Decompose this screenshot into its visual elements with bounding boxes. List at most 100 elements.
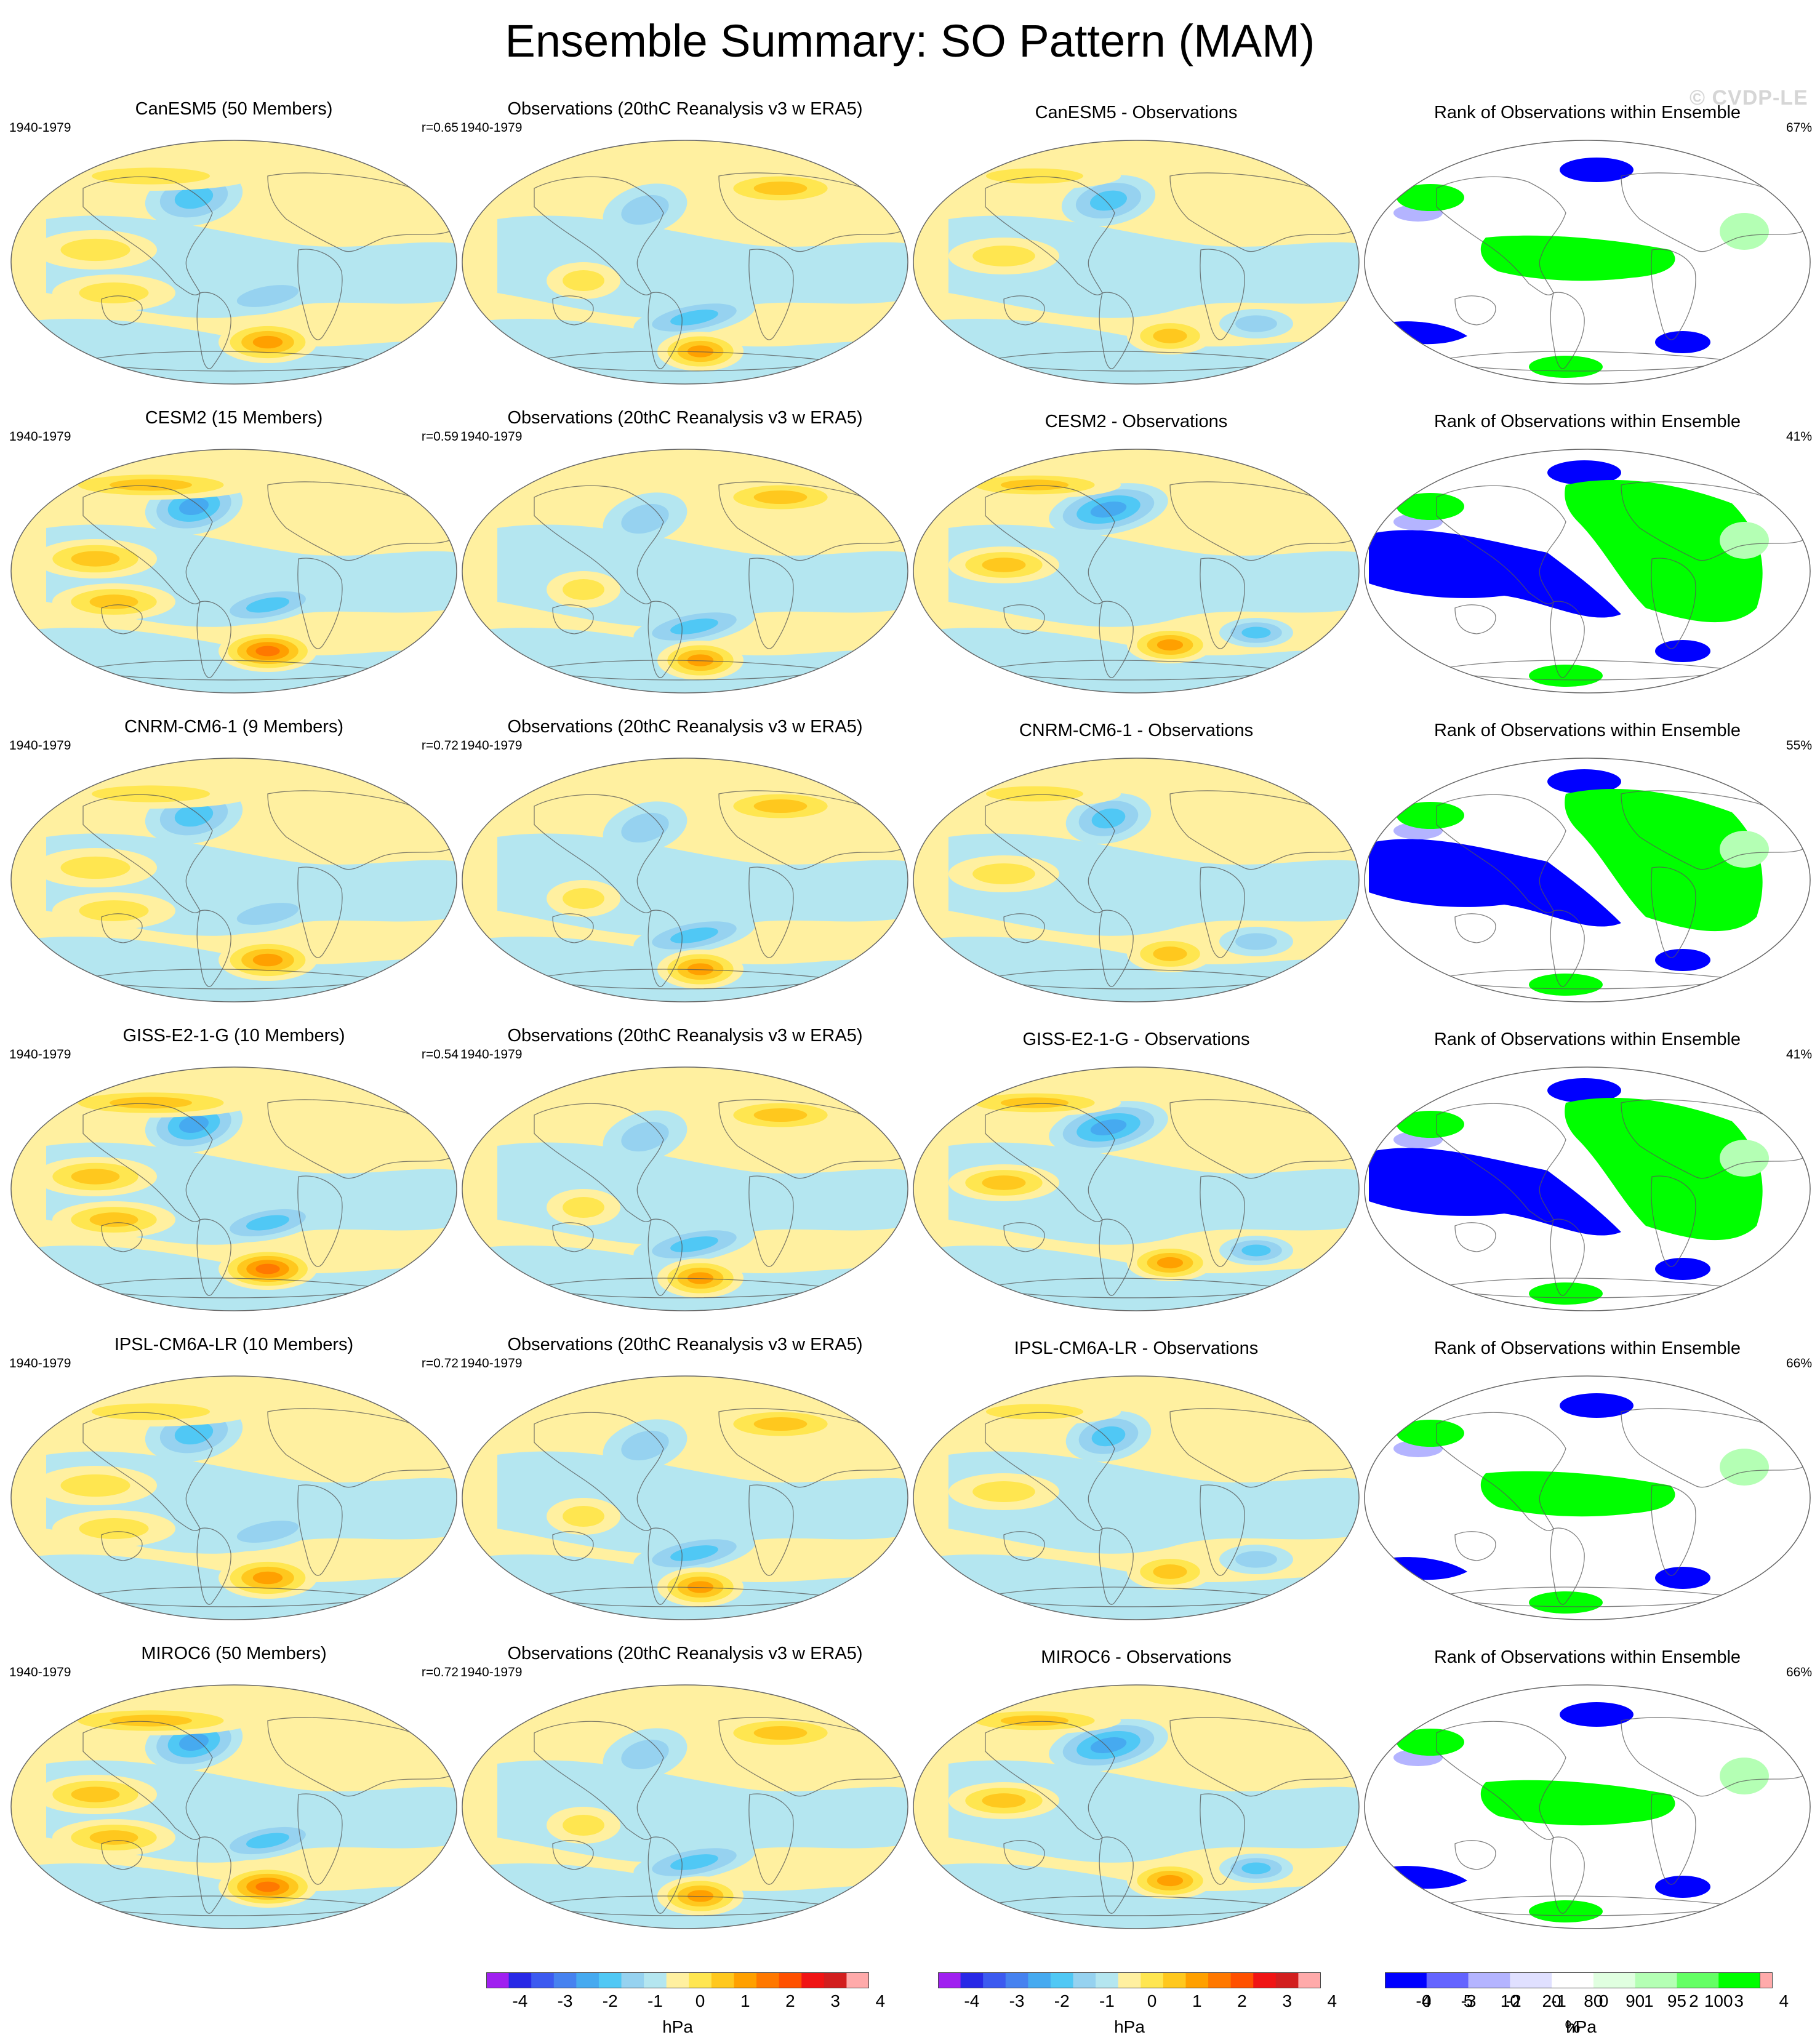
rank-panel-title: Rank of Observations within Ensemble (1433, 1647, 1741, 1667)
colorbar-swatch (1050, 1972, 1074, 1988)
model-pattern-map (10, 1684, 457, 1929)
australian-high (563, 270, 604, 291)
rank-panel-title: Rank of Observations within Ensemble (1433, 721, 1741, 740)
coastline (1169, 1408, 1353, 1488)
coastline (267, 790, 451, 870)
colorbar-unit-label: hPa (662, 2017, 693, 2036)
coastline (267, 172, 451, 252)
map-border (462, 758, 908, 1002)
coastline (985, 176, 1115, 295)
coastline (1550, 1218, 1585, 1296)
coastline (1651, 558, 1696, 649)
difference-panel: CanESM5 - Observations (912, 98, 1361, 388)
model-pattern-map (10, 1066, 457, 1311)
north-pacific-low (179, 497, 209, 516)
model-panel-title: GISS-E2-1-G (10 Members) (122, 1026, 345, 1046)
coastline (297, 1484, 343, 1576)
observations-panel-title: Observations (20thC Reanalysis v3 w ERA5… (507, 408, 863, 428)
antarctic-high (687, 963, 714, 975)
low-rank-region (1560, 158, 1634, 182)
high-rank-region-weak (1720, 522, 1769, 559)
colorbar-tick-label: 3 (1282, 1991, 1292, 2010)
coastline (985, 485, 1115, 604)
colorbar-tick-label: 95 (1667, 1991, 1687, 2010)
rank-panel-title: Rank of Observations within Ensemble (1433, 1338, 1741, 1358)
colorbar-tick-label: -4 (964, 1991, 980, 2010)
colorbar-swatches (938, 1972, 1321, 1988)
colorbar-swatch (598, 1972, 622, 1988)
map-border (462, 1066, 908, 1311)
coastline (82, 1721, 213, 1840)
colorbar-swatch (711, 1972, 734, 1988)
negative-band (948, 833, 1359, 936)
coastline (1200, 1484, 1245, 1576)
coastline (748, 249, 794, 340)
negative-band (948, 215, 1359, 318)
observations-panel: Observations (20thC Reanalysis v3 w ERA5… (460, 716, 910, 1006)
model-panel-years: 1940-1979 (9, 1665, 71, 1679)
colorbar-swatch (938, 1972, 961, 1988)
high-rank-region-weak (1720, 213, 1769, 250)
north-pacific-low (621, 503, 669, 534)
rank-percentage: 41% (1786, 1047, 1812, 1062)
model-panel-years: 1940-1979 (9, 1047, 71, 1062)
colorbar-tick-label: -1 (1099, 1991, 1115, 2010)
observations-panel-title: Observations (20thC Reanalysis v3 w ERA5… (507, 1026, 863, 1046)
model-panel: CNRM-CM6-1 (9 Members) 1940-1979 r=0.72 (9, 716, 459, 1006)
coastline (1200, 1793, 1245, 1885)
map-border (10, 1066, 457, 1311)
coastline (1169, 1099, 1353, 1179)
coastline (1454, 1840, 1496, 1870)
coastline (1003, 1222, 1045, 1252)
high-rank-region (1565, 479, 1763, 623)
difference-map (913, 140, 1360, 385)
high-rank-region (1397, 1729, 1464, 1756)
rank-panel: Rank of Observations within Ensemble 41% (1363, 407, 1812, 697)
colorbar-swatch (779, 1972, 802, 1988)
rank-panel: Rank of Observations within Ensemble 67% (1363, 98, 1812, 388)
difference-map (913, 1684, 1360, 1929)
coastline (1200, 558, 1245, 649)
difference-panel: GISS-E2-1-G - Observations (912, 1025, 1361, 1314)
colorbar-tick-label: 0 (1421, 1991, 1432, 2010)
coastline (1454, 604, 1496, 634)
coastline (1099, 292, 1134, 369)
colorbar-unit-label: hPa (1566, 2017, 1597, 2036)
model-pattern-map (10, 140, 457, 385)
colorbar-swatch (531, 1972, 555, 1988)
coastline (82, 485, 213, 604)
model-pattern-map (10, 758, 457, 1002)
coastline (82, 1103, 213, 1222)
arctic-high (110, 1714, 192, 1727)
coastline (1169, 481, 1353, 561)
high-rank-region-weak (1720, 1758, 1769, 1794)
colorbar-swatches (1385, 1972, 1760, 1988)
colorbar-tick-label: 1 (740, 1991, 750, 2010)
coastline (647, 1218, 683, 1296)
colorbar-swatch (1298, 1972, 1321, 1988)
colorbar-swatch (1253, 1972, 1277, 1988)
low-rank-region (1369, 839, 1621, 927)
observations-pattern-map (462, 1375, 908, 1620)
colorbar-tick-label: 4 (1327, 1991, 1337, 2010)
colorbar-swatch (1677, 1972, 1719, 1988)
coastline (985, 1103, 1115, 1222)
low-rank-region (1560, 1393, 1634, 1418)
coastline (1200, 249, 1245, 340)
tropical-high (60, 856, 130, 879)
rank-map (1364, 449, 1811, 694)
antarctic-high (252, 953, 283, 967)
coastline (718, 1717, 902, 1797)
map-border (462, 1375, 908, 1620)
tropical-high-diff (982, 1175, 1026, 1190)
colorbar-swatch (1185, 1972, 1209, 1988)
tropical-high-diff (972, 863, 1035, 884)
rank-panel: Rank of Observations within Ensemble 66% (1363, 1334, 1812, 1623)
coastline (647, 1836, 683, 1914)
observations-panel-years: 1940-1979 (460, 1356, 523, 1370)
coastline (1454, 1531, 1496, 1561)
observations-panel: Observations (20thC Reanalysis v3 w ERA5… (460, 1334, 910, 1623)
colorbar-swatch (666, 1972, 689, 1988)
coastline (1550, 1527, 1585, 1605)
colorbar-swatch (508, 1972, 532, 1988)
